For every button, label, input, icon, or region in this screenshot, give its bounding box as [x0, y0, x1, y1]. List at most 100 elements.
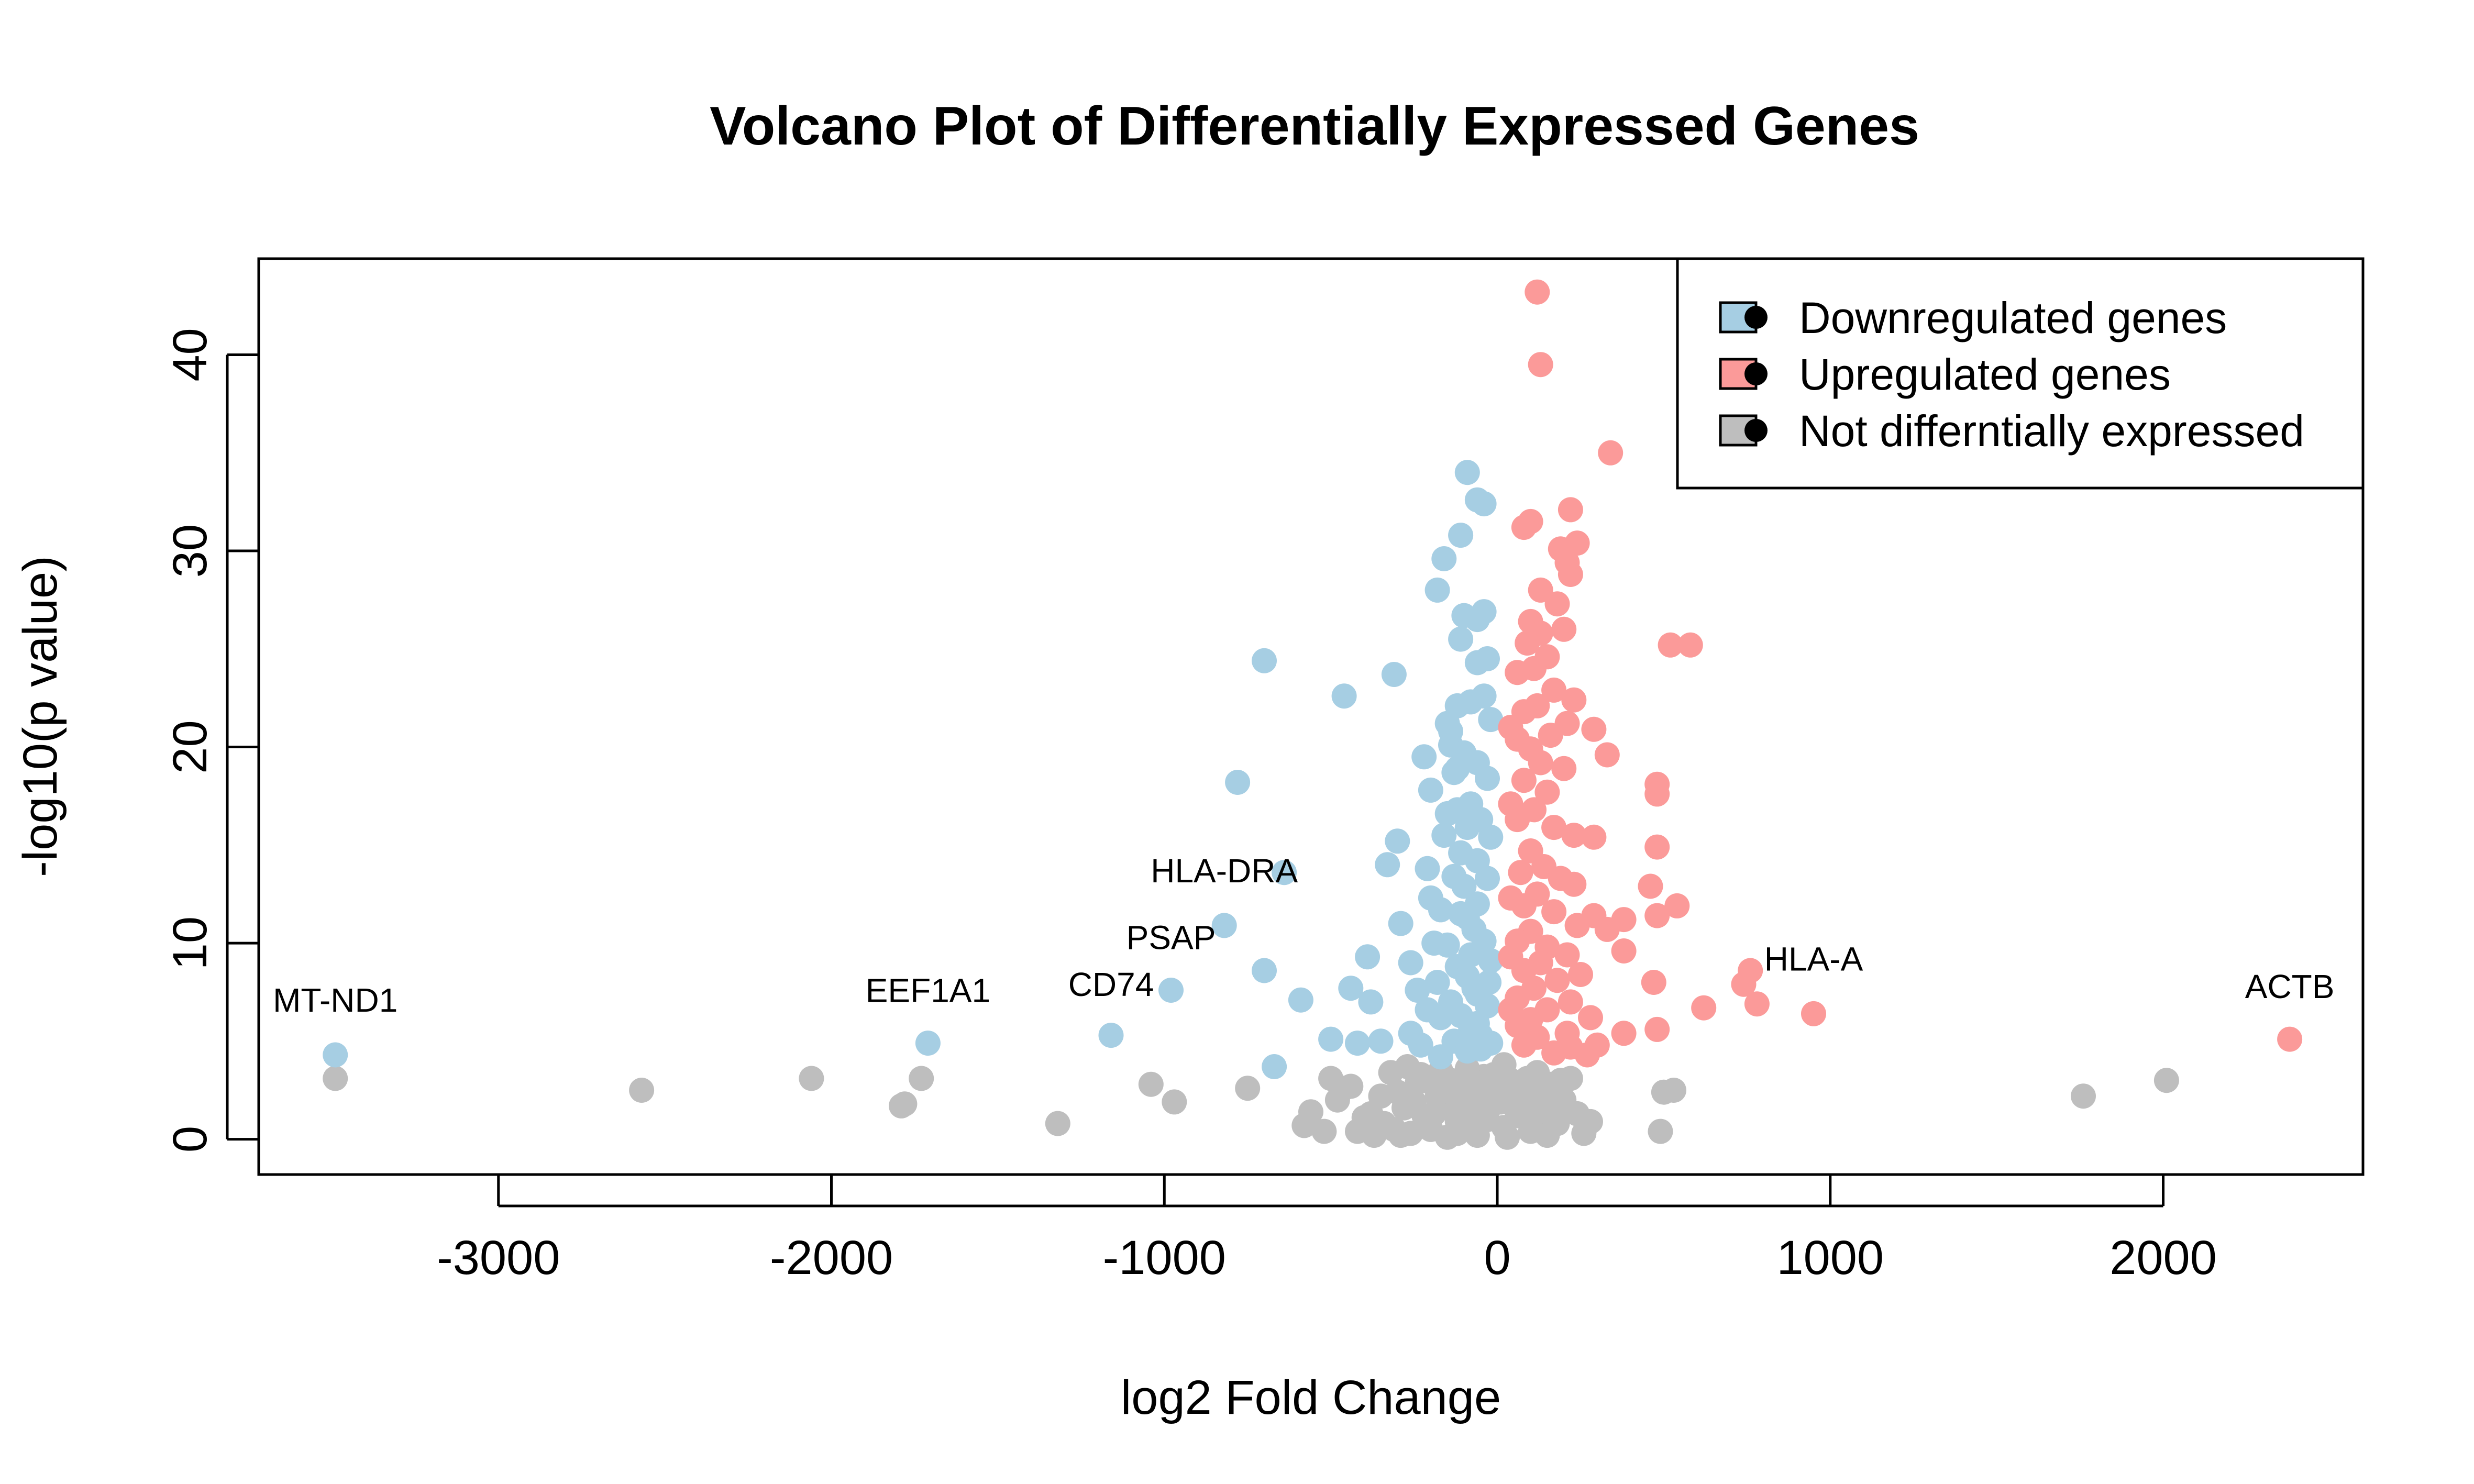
data-point — [1475, 866, 1500, 891]
data-point — [1598, 440, 1623, 466]
data-point — [1475, 646, 1500, 671]
data-point — [1498, 885, 1523, 911]
data-point — [1411, 744, 1437, 770]
data-point — [1498, 944, 1523, 970]
legend-marker — [1744, 362, 1768, 385]
data-point — [1418, 777, 1443, 803]
data-point — [1551, 756, 1577, 781]
data-point — [323, 1066, 348, 1091]
legend: Downregulated genes Upregulated genes Not … — [1676, 257, 2365, 490]
legend-item: Downregulated genes — [1719, 293, 2227, 342]
data-point — [1744, 991, 1770, 1017]
data-point — [1355, 944, 1380, 970]
data-point — [2071, 1083, 2096, 1109]
y-tick-label: 30 — [163, 524, 217, 578]
data-point — [1211, 913, 1237, 938]
data-point — [1538, 723, 1563, 748]
data-point — [1471, 683, 1497, 709]
data-point — [1434, 932, 1460, 958]
data-point — [1454, 460, 1480, 485]
data-point — [1641, 970, 1666, 995]
data-point — [1381, 1116, 1407, 1142]
data-point — [1434, 801, 1460, 826]
gene-label: ACTB — [2245, 968, 2335, 1005]
data-point — [1454, 1038, 1480, 1064]
data-point — [1288, 987, 1313, 1013]
data-point — [1252, 648, 1277, 673]
data-point — [1644, 1016, 1670, 1042]
data-point — [1491, 1052, 1517, 1078]
y-tick-label: 10 — [163, 916, 217, 970]
data-point — [1475, 766, 1500, 791]
data-point — [1515, 1089, 1540, 1115]
data-point — [1401, 1089, 1427, 1115]
data-point — [1421, 1101, 1447, 1126]
data-point — [1368, 1083, 1394, 1109]
data-point — [1464, 1073, 1490, 1099]
data-point — [1508, 860, 1533, 885]
legend-marker — [1744, 306, 1768, 329]
data-point — [1564, 913, 1590, 938]
data-point — [1541, 899, 1567, 925]
data-point — [1418, 1070, 1443, 1095]
data-point — [1478, 948, 1504, 973]
y-tick-label: 40 — [163, 328, 217, 381]
data-point — [1478, 1031, 1504, 1056]
data-point — [2277, 1026, 2303, 1052]
data-point — [1561, 871, 1587, 897]
data-point — [1581, 824, 1607, 850]
data-point — [1454, 815, 1480, 840]
data-point — [1691, 995, 1717, 1021]
data-point — [1801, 1001, 1826, 1026]
data-point — [1644, 903, 1670, 928]
data-point — [1594, 742, 1620, 768]
legend-label: Upregulated genes — [1799, 350, 2171, 399]
data-point — [1428, 1044, 1453, 1070]
data-point — [1534, 779, 1560, 805]
x-axis: -3000 -2000 -1000 0 1000 2000 — [437, 1175, 2217, 1284]
data-point — [1578, 1005, 1603, 1031]
data-point — [1415, 997, 1440, 1023]
data-point — [1594, 916, 1620, 942]
data-point — [1731, 971, 1757, 997]
y-tick-label: 20 — [163, 720, 217, 773]
data-point — [1162, 1089, 1187, 1115]
data-point — [1558, 989, 1583, 1015]
data-point — [1398, 950, 1423, 976]
data-point — [1405, 978, 1430, 1003]
data-point — [1511, 768, 1537, 793]
data-point — [1658, 632, 1683, 658]
data-point — [1561, 823, 1587, 848]
gene-label: HLA-A — [1764, 940, 1863, 978]
y-axis: 0 10 20 30 40 — [163, 328, 259, 1153]
data-point — [1551, 616, 1577, 642]
y-axis-label: -log10(p value) — [14, 556, 67, 877]
data-point — [1415, 856, 1440, 881]
x-tick-label: -2000 — [770, 1231, 893, 1284]
data-point — [1541, 1040, 1567, 1066]
x-tick-label: -1000 — [1103, 1231, 1226, 1284]
data-point — [1311, 1118, 1337, 1144]
data-point — [1664, 893, 1690, 918]
legend-marker — [1744, 419, 1768, 442]
data-point — [1478, 707, 1504, 733]
data-point — [1541, 815, 1567, 840]
data-point — [1611, 1021, 1637, 1046]
plot-frame — [257, 257, 2365, 1176]
data-point — [1475, 1107, 1500, 1133]
legend-label: Downregulated genes — [1799, 293, 2227, 342]
x-tick-label: 1000 — [1776, 1231, 1884, 1284]
data-point — [1471, 491, 1497, 517]
data-point — [1138, 1071, 1164, 1097]
data-point — [1541, 1097, 1567, 1123]
data-point — [1235, 1076, 1261, 1101]
data-point — [1578, 1109, 1603, 1134]
data-point — [1471, 599, 1497, 625]
data-point — [799, 1066, 824, 1091]
data-point — [1558, 562, 1583, 587]
data-point — [1444, 756, 1470, 781]
data-point — [1438, 718, 1463, 744]
data-point — [1478, 824, 1504, 850]
gene-label: CD74 — [1068, 966, 1154, 1003]
